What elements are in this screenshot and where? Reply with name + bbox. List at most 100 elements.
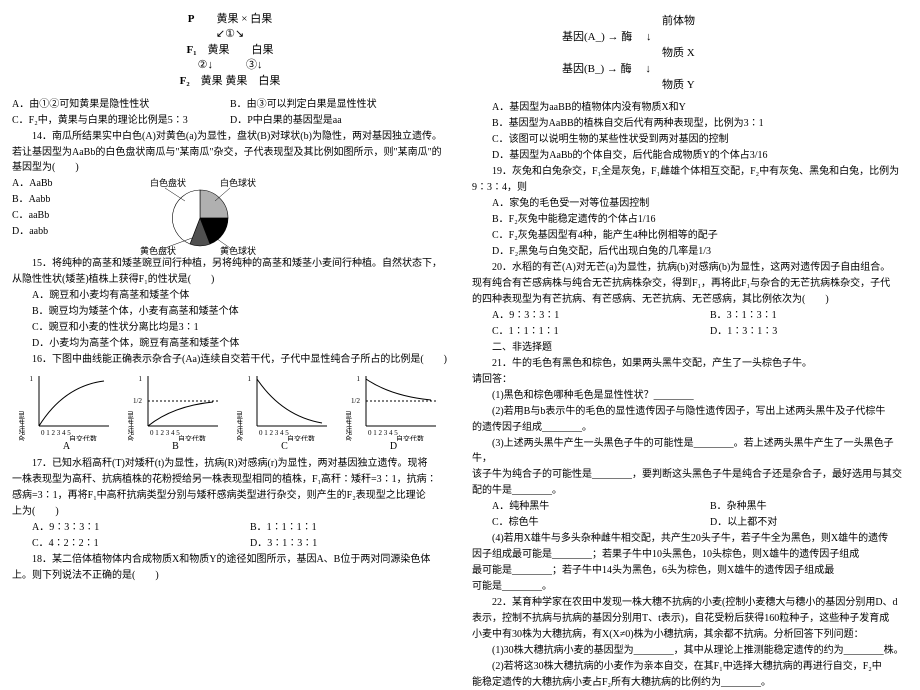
circle-2: ② (198, 59, 208, 71)
q13-b: B．由③可以判定白果是显性性状 (230, 97, 448, 112)
pie-chart: 白色盘状 白色球状 黄色盘状 黄色球状 (110, 176, 290, 256)
q15-b: B．豌豆均为矮茎个体，小麦有高茎和矮茎个体 (12, 304, 448, 319)
q22-p1: (1)30株大穗抗病小麦的基因型为________，其中从理论上推测能稳定遗传的… (472, 643, 908, 658)
chart-b-ymid: 1/2 (133, 397, 142, 405)
q14-stem-1: 14．南瓜所结果实中白色(A)对黄色(a)为显性，盘状(B)对球状(b)为隐性，… (12, 129, 448, 144)
f2-2: 黄果 (225, 75, 247, 87)
q13-c: C．F₂中，黄果与白果的理论比例是5∶3 (12, 113, 230, 128)
substance-y: 物质 Y (472, 76, 908, 92)
q13-row-ab: A．由①②可知黄果是隐性性状 B．由③可以判定白果是显性性状 (12, 97, 448, 112)
q22-p2b: 能稳定遗传的大穗抗病小麦占F₂所有大穗抗病的比例约为________。 (472, 675, 908, 690)
q14-stem-2: 若让基因型为AaBb的白色盘状南瓜与"某南瓜"杂交，子代表现型及其比例如图所示，… (12, 145, 448, 175)
chart-b-ylabel: 显性纯合子比例 (128, 411, 135, 441)
chart-b-ymax: 1 (139, 375, 143, 383)
chart-d-ymid: 1/2 (351, 397, 360, 405)
genetics-cross-diagram: P 黄果 × 白果 ↙①↘ F₁ 黄果 白果 ②↓ ③↓ F₂ 黄果 黄果 白果 (12, 12, 448, 89)
f2-1: 黄果 (201, 75, 223, 87)
svg-text:0 1 2 3 4 5: 0 1 2 3 4 5 (368, 429, 398, 437)
q15-c: C．豌豆和小麦的性状分离比均是3∶1 (12, 320, 448, 335)
q21-p4b: 因子组成最可能是________；若果子牛中10头黑色，10头棕色，则X雄牛的遗… (472, 547, 908, 562)
q18-stem-1: 18．某二倍体植物体内合成物质X和物质Y的途径如图所示，基因A、B位于两对同源染… (12, 552, 448, 567)
q19-b: B．F₂灰兔中能稳定遗传的个体占1/16 (472, 212, 908, 227)
enzyme-b: 酶 (621, 63, 632, 75)
circle-1: ① (225, 28, 235, 40)
q21-p2a: (2)若用B与b表示牛的毛色的显性遗传因子与隐性遗传因子，写出上述两头黑牛及子代… (472, 404, 908, 419)
pie-label-tl: 白色盘状 (150, 177, 186, 188)
q18-c: C．该图可以说明生物的某些性状受到两对基因的控制 (472, 132, 908, 147)
q16-charts: 显性纯合子比例 1 0 1 2 3 4 5 自交代数 A 显性纯合子比例 1 1… (12, 371, 448, 452)
q17-a: A．9∶3∶3∶1 (12, 520, 230, 535)
pie-label-bl: 黄色盘状 (140, 245, 176, 256)
pie-chart-wrap: 白色盘状 白色球状 黄色盘状 黄色球状 (110, 176, 448, 256)
chart-a-ylabel: 显性纯合子比例 (19, 411, 26, 441)
left-column: P 黄果 × 白果 ↙①↘ F₁ 黄果 白果 ②↓ ③↓ F₂ 黄果 黄果 白果… (0, 0, 460, 650)
chart-b-label: B (128, 441, 223, 452)
q14-options-and-pie: A．AaBb B．Aabb C．aaBb D．aabb 白色盘状 白色球状 黄色… (12, 176, 448, 256)
p-right: 白果 (250, 13, 272, 25)
q17-stem-1: 17．已知水稻高秆(T)对矮秆(t)为显性，抗病(R)对感病(r)为显性，两对基… (12, 456, 448, 471)
q21-p4c: 最可能是________；若子牛中14头为黑色，6头为棕色，则X雄牛的遗传因子组… (472, 563, 908, 578)
q18-b: B．基因型为AaBB的植株自交后代有两种表现型，比例为3∶1 (472, 116, 908, 131)
arrow-down-1: ↙ (216, 28, 225, 40)
f1-label: F₁ (186, 44, 196, 56)
q21-p3a: (3)上述两头黑牛产生一头黑色子牛的可能性是________。若上述两头黑牛产生… (472, 436, 908, 466)
pie-label-tr: 白色球状 (220, 177, 256, 188)
chart-c-xlabel: 自交代数 (287, 434, 315, 441)
q18-a: A．基因型为aaBB的植物体内没有物质X和Y (472, 100, 908, 115)
q22-stem-2: 表示，控制不抗病与抗病的基因分别用T、t表示)，自花受粉后获得160粒种子，这些… (472, 611, 908, 626)
q17-cd: C．4∶2∶2∶1 D．3∶1∶3∶1 (12, 536, 448, 551)
q15-stem-1: 15．将纯种的高茎和矮茎豌豆间行种植，另将纯种的高茎和矮茎小麦间行种植。自然状态… (12, 256, 448, 271)
chart-b: 显性纯合子比例 1 1/2 0 1 2 3 4 5 自交代数 B (128, 371, 223, 452)
q22-stem-1: 22．某育种学家在农田中发现一株大穗不抗病的小麦(控制小麦穗大与穗小的基因分别用… (472, 595, 908, 610)
q21-ob: B．杂种黑牛 (690, 499, 908, 514)
q16-stem: 16．下图中曲线能正确表示杂合子(Aa)连续自交若干代，子代中显性纯合子所占的比… (12, 352, 448, 367)
chart-b-xlabel: 自交代数 (178, 434, 206, 441)
q21-p3c: 配的牛是________。 (472, 483, 908, 498)
q22-stem-3: 小麦中有30株为大穗抗病，有X(X≠0)株为小穗抗病，其余都不抗病。分析回答下列… (472, 627, 908, 642)
q21-od: D．以上都不对 (690, 515, 908, 530)
svg-text:0 1 2 3 4 5: 0 1 2 3 4 5 (259, 429, 289, 437)
chart-c-label: C (237, 441, 332, 452)
f1-right: 白果 (252, 44, 274, 56)
q20-d: D．1∶3∶1∶3 (690, 324, 908, 339)
q21-oa: A．纯种黑牛 (472, 499, 690, 514)
chart-c: 显性纯合子比例 1 0 1 2 3 4 5 自交代数 C (237, 371, 332, 452)
circle-3: ③ (246, 59, 257, 71)
enzyme-a: 酶 (621, 31, 632, 43)
svg-text:0 1 2 3 4 5: 0 1 2 3 4 5 (41, 429, 71, 437)
q15-d: D．小麦均为高茎个体，豌豆有高茎和矮茎个体 (12, 336, 448, 351)
q20-stem-3: 的四种表现型为有芒抗病、有芒感病、无芒抗病、无芒感病，其比例依次为( ) (472, 292, 908, 307)
arrow-down-2: ↓ (207, 59, 213, 71)
q15-stem-2: 从隐性性状(矮茎)植株上获得F₁的性状是( ) (12, 272, 448, 287)
enzyme-pathway-diagram: 前体物 基因(A_) → 酶 ↓ 物质 X 基因(B_) → 酶 ↓ 物质 Y (472, 12, 908, 92)
q21-cd: C．棕色牛 D．以上都不对 (472, 515, 908, 530)
q17-stem-3: 感病=3∶1，再将F₁中高秆抗病类型分别与矮秆感病类型进行杂交，则产生的F₂表现… (12, 488, 448, 503)
precursor: 前体物 (472, 12, 908, 28)
down-2: ↓ (645, 63, 651, 75)
q20-cd: C．1∶1∶1∶1 D．1∶3∶1∶3 (472, 324, 908, 339)
q21-p4d: 可能是________。 (472, 579, 908, 594)
q14-c: C．aaBb (12, 208, 102, 223)
q17-c: C．4∶2∶2∶1 (12, 536, 230, 551)
q21-p3b: 该子牛为纯合子的可能性是________，要判断这头黑色子牛是纯合子还是杂合子，… (472, 467, 908, 482)
gene-a: 基因(A_) (562, 31, 605, 43)
q19-c: C．F₂灰兔基因型有4种，能产生4种比例相等的配子 (472, 228, 908, 243)
q22-p2a: (2)若将这30株大穗抗病的小麦作为亲本自交，在其F₁中选择大穗抗病的再进行自交… (472, 659, 908, 674)
q20-a: A．9∶3∶3∶1 (472, 308, 690, 323)
q17-b: B．1∶1∶1∶1 (230, 520, 448, 535)
q21-p4a: (4)若用X雄牛与多头杂种雌牛相交配，共产生20头子牛，若子牛全为黑色，则X雄牛… (472, 531, 908, 546)
p-label: P (188, 13, 195, 25)
q13-a: A．由①②可知黄果是隐性性状 (12, 97, 230, 112)
arrow-down-3: ↓ (257, 59, 263, 71)
chart-a: 显性纯合子比例 1 0 1 2 3 4 5 自交代数 A (19, 371, 114, 452)
f1-left: 黄果 (208, 44, 230, 56)
q21-ab: A．纯种黑牛 B．杂种黑牛 (472, 499, 908, 514)
chart-d: 显性纯合子比例 1 1/2 0 1 2 3 4 5 自交代数 D (346, 371, 441, 452)
chart-d-label: D (346, 441, 441, 452)
arrow-down-1b: ↘ (235, 28, 244, 40)
q14-b: B．Aabb (12, 192, 102, 207)
chart-c-ylabel: 显性纯合子比例 (237, 411, 244, 441)
down-1: ↓ (646, 31, 652, 43)
f2-label: F₂ (180, 75, 190, 87)
q17-stem-4: 上为( ) (12, 504, 448, 519)
